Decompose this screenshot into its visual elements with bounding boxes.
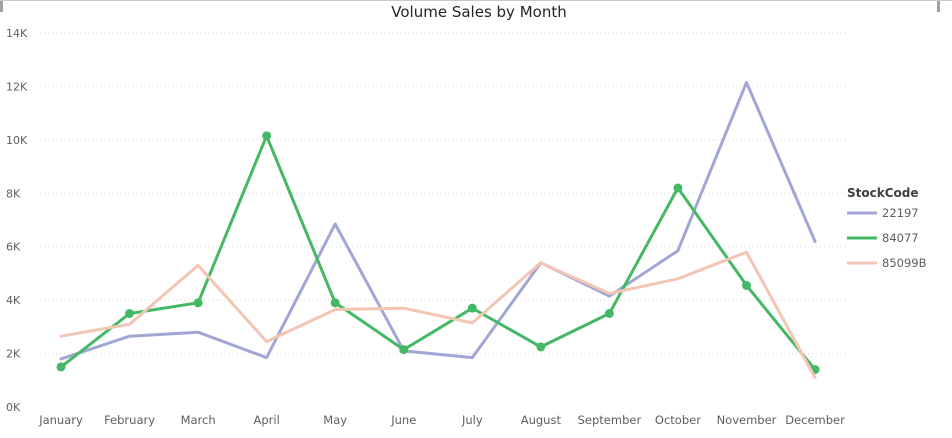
x-axis: January February March April May June July Augu… xyxy=(38,413,845,427)
x-tick-label: May xyxy=(323,413,347,427)
data-point-84077[interactable] xyxy=(536,342,546,352)
y-tick-label: 10K xyxy=(6,134,28,147)
series-line-22197[interactable] xyxy=(59,80,817,361)
x-tick-label: September xyxy=(578,413,642,427)
data-point-84077[interactable] xyxy=(742,280,751,290)
data-point-84077[interactable] xyxy=(467,303,477,313)
data-point-84077[interactable] xyxy=(262,131,272,141)
x-tick-label: October xyxy=(655,413,701,427)
data-point-84077[interactable] xyxy=(125,309,135,318)
x-tick-label: July xyxy=(461,413,483,427)
y-tick-label: 6K xyxy=(6,241,21,254)
visual-top-border xyxy=(0,0,952,1)
y-tick-label: 4K xyxy=(6,294,21,307)
x-tick-label: March xyxy=(181,413,216,427)
x-tick-label: June xyxy=(390,413,416,427)
visual-corner-mark-left xyxy=(0,0,3,12)
legend-item-label[interactable]: 84077 xyxy=(882,231,919,245)
data-point-84077[interactable] xyxy=(604,309,614,318)
gridlines xyxy=(40,32,845,355)
visual-corner-mark-right xyxy=(937,0,940,12)
series-line-84077[interactable] xyxy=(59,134,817,372)
x-tick-label: December xyxy=(785,413,845,427)
y-axis: 0K 2K 4K 6K 8K 10K 12K 14K xyxy=(6,27,28,414)
data-point-84077[interactable] xyxy=(673,183,683,193)
series-line-85099B[interactable] xyxy=(59,250,817,380)
data-point-84077[interactable] xyxy=(399,345,409,355)
y-tick-label: 14K xyxy=(6,27,28,40)
data-point-84077[interactable] xyxy=(193,298,203,308)
y-tick-label: 8K xyxy=(6,187,21,200)
x-tick-label: November xyxy=(717,413,777,427)
legend[interactable]: StockCode 22197 84077 85099B xyxy=(847,186,927,270)
x-tick-label: August xyxy=(521,413,562,427)
data-point-84077[interactable] xyxy=(330,298,340,308)
y-tick-label: 2K xyxy=(6,348,21,361)
data-point-84077[interactable] xyxy=(56,362,66,372)
y-tick-label: 0K xyxy=(6,401,21,414)
x-tick-label: February xyxy=(104,413,155,427)
legend-item-label[interactable]: 85099B xyxy=(882,256,927,270)
x-tick-label: April xyxy=(254,413,280,427)
legend-title: StockCode xyxy=(847,186,919,200)
chart-title: Volume Sales by Month xyxy=(391,3,566,21)
x-tick-label: January xyxy=(38,413,83,427)
y-tick-label: 12K xyxy=(6,80,28,93)
legend-item-label[interactable]: 22197 xyxy=(882,206,919,220)
series-lines xyxy=(56,80,820,380)
